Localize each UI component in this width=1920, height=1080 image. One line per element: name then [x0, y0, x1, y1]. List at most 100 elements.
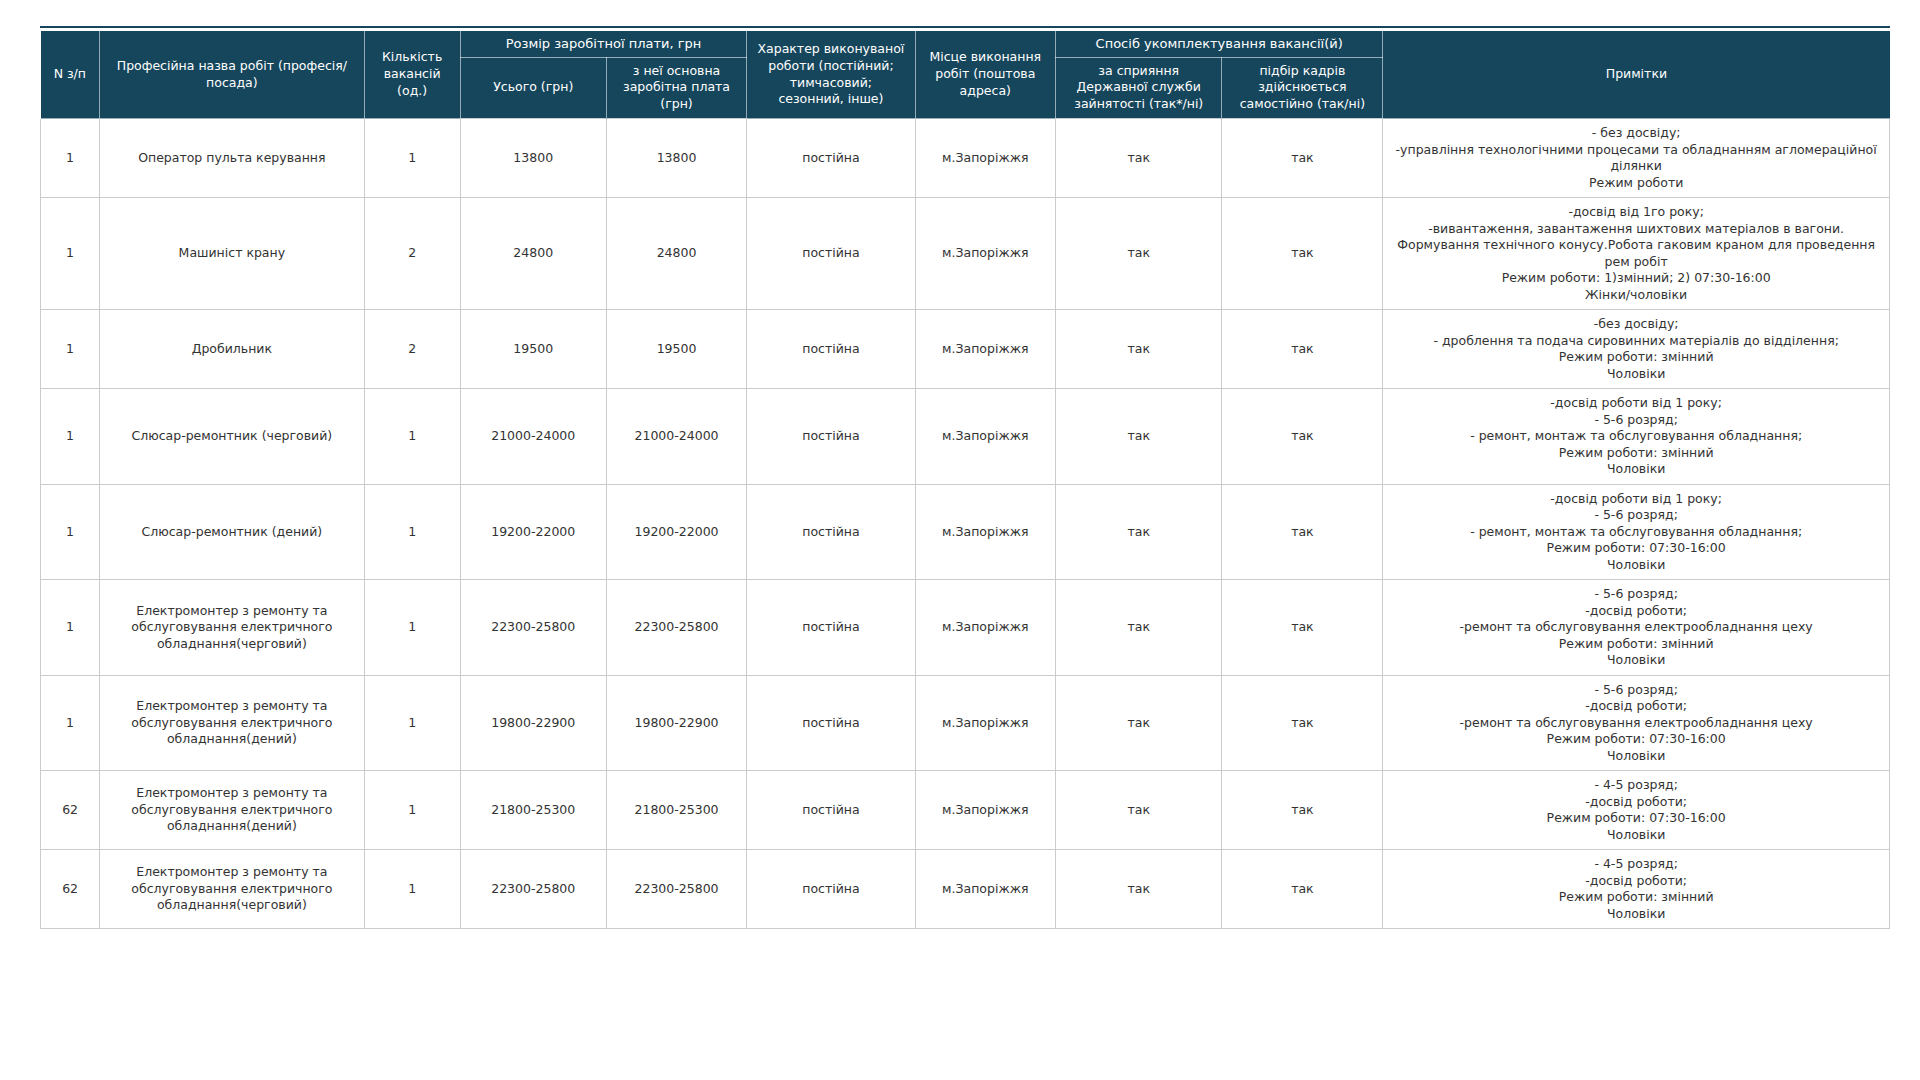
notes-line: - 5-6 розряд; — [1395, 507, 1877, 524]
work-location-cell: м.Запоріжжя — [915, 484, 1056, 580]
vacancy-count-cell: 1 — [364, 850, 460, 929]
header-salary-total: Усього (грн) — [460, 57, 606, 119]
notes-line: - 4-5 розряд; — [1395, 777, 1877, 794]
notes-line: -ремонт та обслуговування електрообладна… — [1395, 619, 1877, 636]
notes-line: - дроблення та подача сировинних матеріа… — [1395, 333, 1877, 350]
notes-line: - 5-6 розряд; — [1395, 682, 1877, 699]
work-nature-cell: постійна — [747, 771, 915, 850]
notes-cell: -досвід роботи від 1 року;- 5-6 розряд;-… — [1383, 484, 1890, 580]
work-location-cell: м.Запоріжжя — [915, 119, 1056, 198]
work-nature-cell: постійна — [747, 310, 915, 389]
notes-cell: - 5-6 розряд;-досвід роботи;-ремонт та о… — [1383, 580, 1890, 676]
notes-line: -досвід роботи від 1 року; — [1395, 395, 1877, 412]
row-number-cell: 1 — [41, 389, 100, 485]
profession-cell: Слюсар-ремонтник (черговий) — [100, 389, 364, 485]
row-number-cell: 1 — [41, 198, 100, 310]
work-nature-cell: постійна — [747, 484, 915, 580]
work-location-cell: м.Запоріжжя — [915, 389, 1056, 485]
notes-line: - 5-6 розряд; — [1395, 412, 1877, 429]
salary-total-cell: 22300-25800 — [460, 580, 606, 676]
notes-line: Режим роботи: 1)змінний; 2) 07:30-16:00 — [1395, 270, 1877, 287]
vacancy-count-cell: 1 — [364, 484, 460, 580]
salary-base-cell: 24800 — [606, 198, 747, 310]
profession-cell: Оператор пульта керування — [100, 119, 364, 198]
notes-cell: -досвід від 1го року;-вивантаження, зава… — [1383, 198, 1890, 310]
salary-total-cell: 21000-24000 — [460, 389, 606, 485]
notes-line: Режим роботи: змінний — [1395, 445, 1877, 462]
header-work-location: Місце виконання робіт (поштова адреса) — [915, 31, 1056, 119]
self-recruitment-cell: так — [1222, 580, 1383, 676]
salary-total-cell: 19500 — [460, 310, 606, 389]
row-number-cell: 1 — [41, 484, 100, 580]
notes-line: - ремонт, монтаж та обслуговування облад… — [1395, 524, 1877, 541]
employment-service-cell: так — [1056, 771, 1222, 850]
header-profession: Професійна назва робіт (професія/посада) — [100, 31, 364, 119]
work-nature-cell: постійна — [747, 198, 915, 310]
notes-line: -досвід роботи; — [1395, 794, 1877, 811]
vacancies-table-container: N з/п Професійна назва робіт (професія/п… — [40, 26, 1890, 929]
row-number-cell: 62 — [41, 771, 100, 850]
table-row: 62Електромонтер з ремонту та обслуговува… — [41, 771, 1890, 850]
notes-line: - без досвіду; — [1395, 125, 1877, 142]
profession-cell: Електромонтер з ремонту та обслуговуванн… — [100, 580, 364, 676]
notes-cell: - 5-6 розряд;-досвід роботи;-ремонт та о… — [1383, 675, 1890, 771]
salary-base-cell: 13800 — [606, 119, 747, 198]
work-location-cell: м.Запоріжжя — [915, 310, 1056, 389]
header-salary-base: з неї основна заробітна плата (грн) — [606, 57, 747, 119]
notes-line: -досвід від 1го року; — [1395, 204, 1877, 221]
work-location-cell: м.Запоріжжя — [915, 771, 1056, 850]
row-number-cell: 1 — [41, 675, 100, 771]
header-vacancy-count: Кількість вакансій (од.) — [364, 31, 460, 119]
notes-line: Чоловіки — [1395, 366, 1877, 383]
vacancy-count-cell: 1 — [364, 389, 460, 485]
notes-line: Режим роботи: 07:30-16:00 — [1395, 540, 1877, 557]
header-self-recruitment: підбір кадрів здійснюється самостійно (т… — [1222, 57, 1383, 119]
notes-line: - ремонт, монтаж та обслуговування облад… — [1395, 428, 1877, 445]
salary-base-cell: 21800-25300 — [606, 771, 747, 850]
salary-total-cell: 19200-22000 — [460, 484, 606, 580]
work-nature-cell: постійна — [747, 675, 915, 771]
notes-line: Чоловіки — [1395, 461, 1877, 478]
employment-service-cell: так — [1056, 119, 1222, 198]
header-salary-group: Розмір заробітної плати, грн — [460, 31, 747, 57]
self-recruitment-cell: так — [1222, 389, 1383, 485]
notes-line: Режим роботи: змінний — [1395, 349, 1877, 366]
profession-cell: Машиніст крану — [100, 198, 364, 310]
work-nature-cell: постійна — [747, 389, 915, 485]
row-number-cell: 1 — [41, 119, 100, 198]
notes-line: Режим роботи: 07:30-16:00 — [1395, 731, 1877, 748]
notes-cell: - 4-5 розряд;-досвід роботи;Режим роботи… — [1383, 850, 1890, 929]
salary-total-cell: 22300-25800 — [460, 850, 606, 929]
vacancy-count-cell: 2 — [364, 198, 460, 310]
notes-line: Чоловіки — [1395, 827, 1877, 844]
profession-cell: Електромонтер з ремонту та обслуговуванн… — [100, 675, 364, 771]
table-row: 1Електромонтер з ремонту та обслуговуван… — [41, 675, 1890, 771]
work-nature-cell: постійна — [747, 119, 915, 198]
notes-line: Жінки/чоловіки — [1395, 287, 1877, 304]
employment-service-cell: так — [1056, 580, 1222, 676]
notes-cell: - без досвіду;-управління технологічними… — [1383, 119, 1890, 198]
self-recruitment-cell: так — [1222, 675, 1383, 771]
self-recruitment-cell: так — [1222, 771, 1383, 850]
employment-service-cell: так — [1056, 389, 1222, 485]
profession-cell: Електромонтер з ремонту та обслуговуванн… — [100, 771, 364, 850]
notes-line: - 4-5 розряд; — [1395, 856, 1877, 873]
notes-line: Режим роботи: 07:30-16:00 — [1395, 810, 1877, 827]
header-row-top: N з/п Професійна назва робіт (професія/п… — [41, 31, 1890, 57]
salary-total-cell: 21800-25300 — [460, 771, 606, 850]
notes-line: Режим роботи: змінний — [1395, 636, 1877, 653]
self-recruitment-cell: так — [1222, 850, 1383, 929]
salary-total-cell: 19800-22900 — [460, 675, 606, 771]
notes-line: Чоловіки — [1395, 652, 1877, 669]
notes-line: Режим роботи: змінний — [1395, 889, 1877, 906]
salary-base-cell: 19800-22900 — [606, 675, 747, 771]
table-row: 1Слюсар-ремонтник (дений)119200-22000192… — [41, 484, 1890, 580]
vacancies-table: N з/п Професійна назва робіт (професія/п… — [40, 31, 1890, 929]
notes-line: -вивантаження, завантаження шихтових мат… — [1395, 221, 1877, 271]
header-employment-service: за сприяння Державної служби зайнятості … — [1056, 57, 1222, 119]
work-location-cell: м.Запоріжжя — [915, 675, 1056, 771]
notes-line: -досвід роботи; — [1395, 873, 1877, 890]
salary-base-cell: 22300-25800 — [606, 850, 747, 929]
employment-service-cell: так — [1056, 850, 1222, 929]
notes-line: Чоловіки — [1395, 557, 1877, 574]
